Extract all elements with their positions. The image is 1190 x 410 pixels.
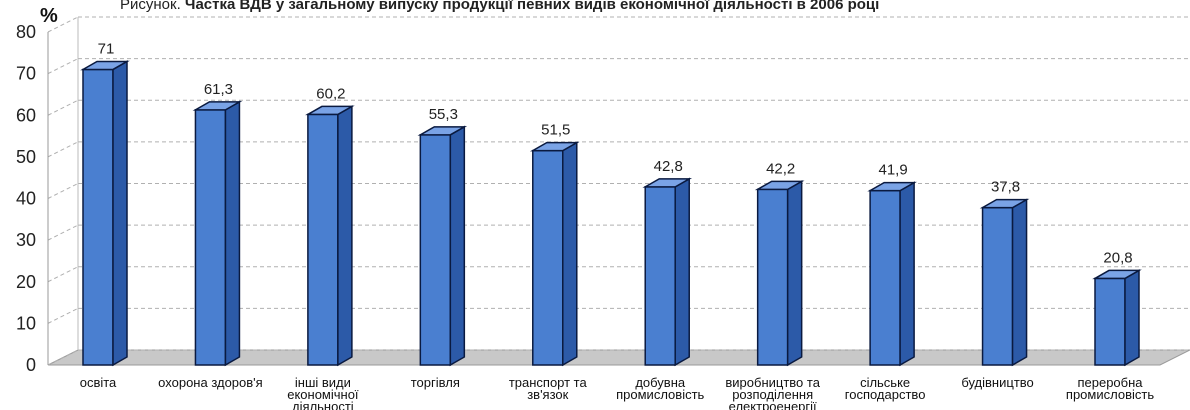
gridline-side: [47, 99, 79, 116]
bar-side: [112, 60, 128, 367]
bar-front: [307, 113, 339, 366]
data-label: 42,8: [654, 158, 683, 175]
bar-front: [419, 134, 452, 366]
chart-caption: Рисунок. Частка ВДВ у загальному випуску…: [120, 0, 1180, 13]
bar: [979, 198, 1030, 367]
x-tick-label: розподілення: [732, 387, 813, 402]
y-tick-label: 0: [26, 355, 36, 375]
bar-side: [224, 100, 241, 367]
y-tick-label: 70: [16, 64, 36, 84]
bar: [642, 177, 693, 367]
bar-top: [867, 181, 917, 192]
data-label: 71: [98, 40, 115, 57]
bar: [754, 180, 805, 367]
bars: [80, 60, 1142, 367]
data-label: 60,2: [316, 85, 345, 102]
bar: [80, 60, 130, 367]
bar-front: [82, 68, 114, 366]
bar-front: [869, 189, 901, 366]
data-label: 20,8: [1103, 249, 1132, 266]
y-tick-label: 50: [16, 147, 36, 167]
data-label: 37,8: [991, 179, 1020, 196]
x-tick-label: переробна: [1077, 375, 1143, 390]
bar-front: [981, 206, 1014, 366]
bar: [192, 100, 243, 367]
x-tick-label: діяльності: [292, 399, 354, 410]
bar-top: [529, 141, 580, 152]
x-tick-label: промисловість: [1066, 387, 1154, 402]
x-tick-label: інші види: [295, 375, 351, 390]
bar-side: [337, 105, 353, 367]
bar: [1092, 269, 1142, 367]
bar-side: [449, 125, 466, 367]
gridline-side: [47, 224, 79, 241]
bar: [529, 141, 580, 367]
bar-front: [756, 188, 789, 366]
labels: 71 освіта 61,3 охорона здоров'я 60,2 інші вид…: [80, 40, 1155, 410]
bar-top: [80, 60, 130, 71]
bar-side: [562, 141, 578, 367]
bar-top: [192, 101, 243, 111]
gridline-side: [47, 58, 79, 75]
y-unit-label: %: [40, 5, 58, 27]
data-label: 61,3: [204, 81, 233, 98]
x-tick-label: сільське: [860, 375, 910, 390]
y-tick-label: 80: [16, 22, 36, 42]
gridline-side: [47, 307, 79, 324]
y-axis: 0 10 20 30 40 50 60 70 80: [16, 17, 79, 375]
x-tick-label: промисловість: [616, 387, 704, 402]
caption-prefix: Рисунок.: [120, 0, 181, 13]
x-tick-label: добувна: [635, 375, 686, 390]
bar-top: [979, 198, 1030, 209]
data-label: 55,3: [429, 106, 458, 123]
bar-top: [417, 126, 468, 136]
bar-top: [754, 180, 805, 191]
gridline-side: [47, 141, 79, 158]
x-tick-label: господарство: [845, 387, 926, 402]
bar-front: [644, 186, 676, 366]
chart-title: Частка ВДВ у загальному випуску продукці…: [184, 0, 880, 13]
bar-front: [532, 149, 564, 366]
bar-side: [1124, 269, 1140, 367]
bar-side: [899, 181, 915, 367]
y-tick-label: 20: [16, 272, 36, 292]
x-tick-label: економічної: [287, 387, 359, 402]
x-tick-label: охорона здоров'я: [158, 375, 263, 390]
bar: [867, 181, 917, 367]
gridline-side: [47, 349, 79, 366]
bar-top: [305, 105, 355, 116]
x-tick-label: електроенергії: [729, 399, 817, 410]
bar: [305, 105, 355, 367]
x-tick-label: торгівля: [411, 375, 460, 390]
bar: [417, 125, 468, 367]
y-tick-label: 30: [16, 230, 36, 250]
x-tick-label: транспорт та: [509, 375, 588, 390]
bar-front: [194, 109, 227, 366]
y-tick-label: 10: [16, 313, 36, 333]
data-label: 41,9: [879, 162, 908, 179]
x-tick-label: виробництво та: [725, 375, 820, 390]
data-label: 42,2: [766, 160, 795, 177]
bar-side: [674, 177, 690, 367]
x-tick-label: зв'язок: [527, 387, 568, 402]
bar-front: [1094, 277, 1126, 366]
gridline-side: [47, 266, 79, 283]
x-tick-label: освіта: [80, 375, 117, 390]
data-label: 51,5: [541, 122, 570, 139]
gridline-side: [47, 183, 79, 199]
bar-top: [1092, 269, 1142, 280]
y-tick-label: 40: [16, 189, 36, 209]
bar-top: [642, 178, 693, 188]
bar-side: [1011, 198, 1028, 367]
gridline-side: [47, 16, 79, 33]
bar-side: [786, 180, 803, 367]
y-tick-label: 60: [16, 105, 36, 125]
x-tick-label: будівництво: [961, 375, 1033, 390]
